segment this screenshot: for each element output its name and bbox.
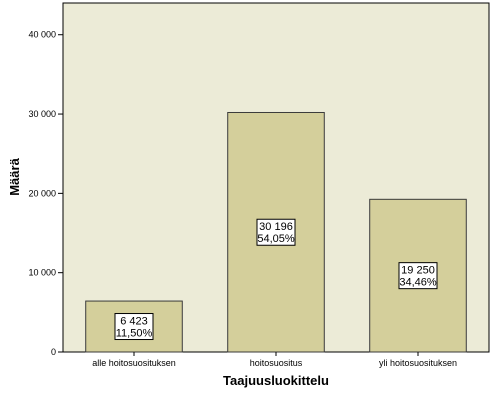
- x-tick-label: yli hoitosuosituksen: [379, 358, 457, 368]
- x-tick-label: alle hoitosuosituksen: [92, 358, 176, 368]
- data-label-percent: 34,46%: [399, 277, 437, 289]
- y-tick-label: 20 000: [28, 188, 56, 198]
- x-axis-title: Taajuusluokittelu: [223, 373, 329, 388]
- axis-layer: 0 10 000 20 000 30 000 40 000 alle hoitosuosi…: [28, 30, 457, 368]
- data-label-count: 19 250: [401, 265, 435, 277]
- y-tick-label: 10 000: [28, 268, 56, 278]
- data-label-percent: 54,05%: [257, 233, 295, 245]
- y-tick-label: 0: [51, 347, 56, 357]
- y-tick-label: 40 000: [28, 30, 56, 40]
- data-label-box: [398, 262, 438, 290]
- y-axis-title: Määrä: [7, 157, 22, 195]
- data-label-box: [256, 218, 296, 246]
- y-tick-label: 30 000: [28, 109, 56, 119]
- data-label-box: [114, 313, 154, 341]
- data-label-count: 6 423: [120, 316, 148, 328]
- data-label-percent: 11,50%: [116, 328, 153, 340]
- data-label-count: 30 196: [259, 221, 293, 233]
- x-tick-label: hoitosuositus: [250, 358, 303, 368]
